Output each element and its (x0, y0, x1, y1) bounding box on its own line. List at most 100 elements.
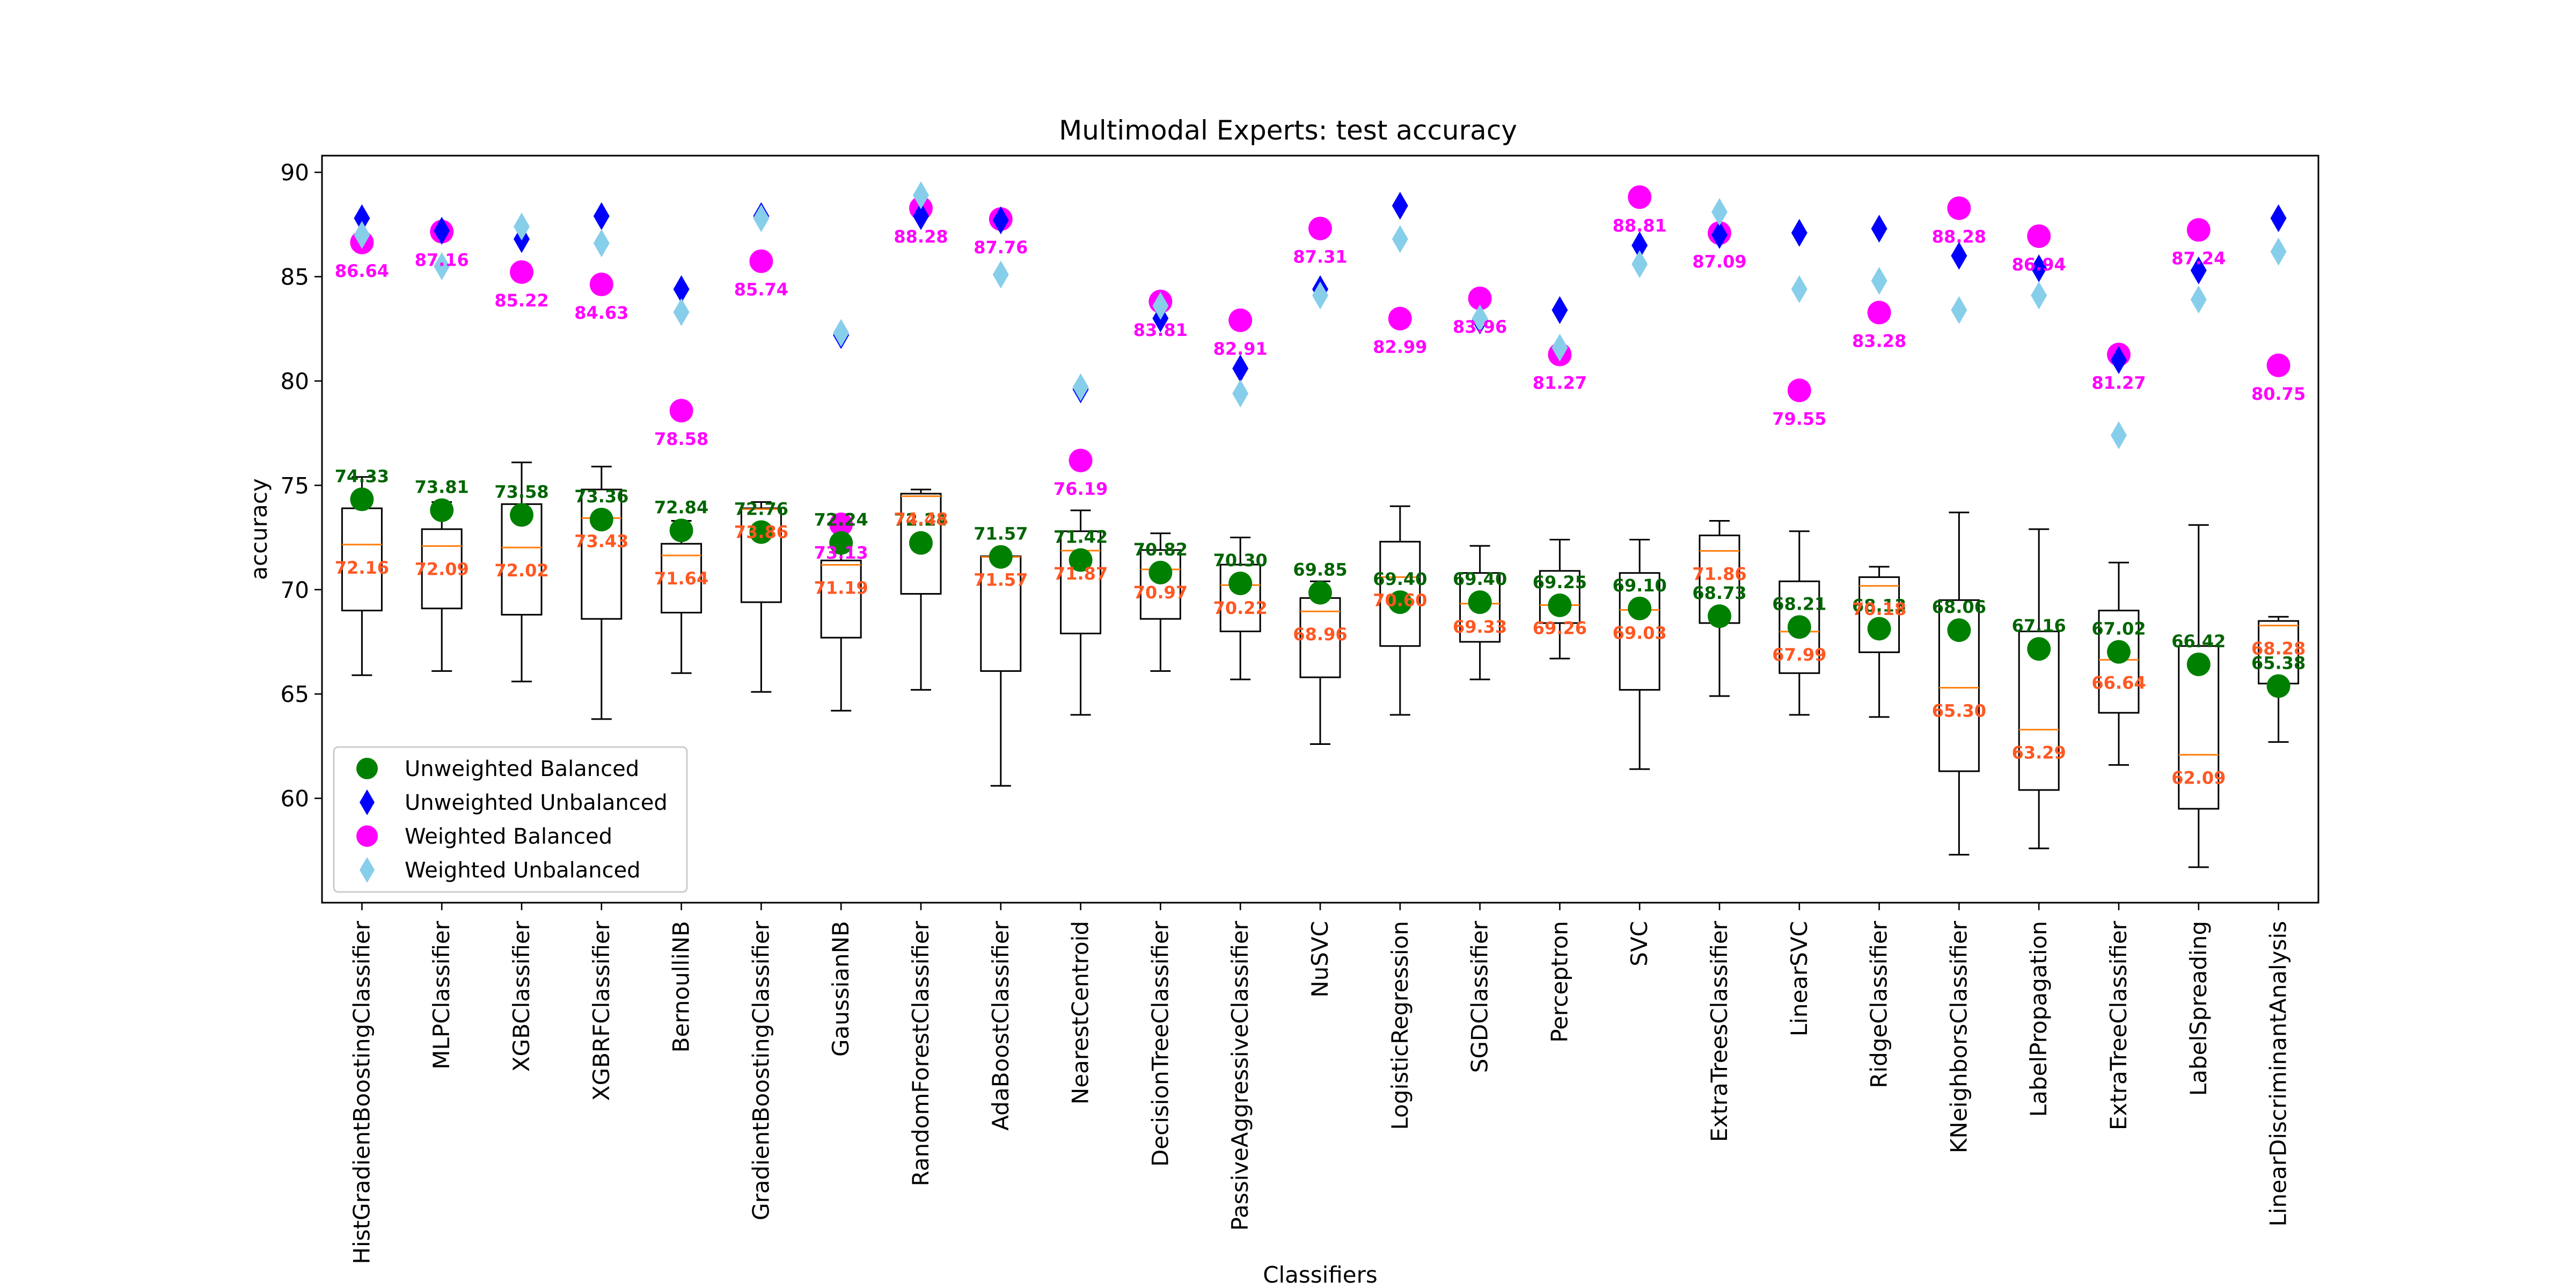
unweighted-balanced-point (1628, 596, 1652, 620)
median-label: 67.99 (1772, 645, 1826, 665)
unweighted-balanced-point (1069, 548, 1093, 572)
unweighted-unbalanced-point (1232, 354, 1249, 383)
unweighted-balanced-label: 71.57 (974, 524, 1028, 544)
weighted-unbalanced-point (1472, 304, 1488, 333)
x-tick-label: XGBClassifier (508, 920, 535, 1072)
weighted-unbalanced-point (1152, 291, 1169, 320)
unweighted-balanced-label: 67.16 (2012, 616, 2066, 636)
weighted-balanced-label: 83.96 (1453, 317, 1507, 337)
weighted-balanced-point (589, 272, 613, 296)
unweighted-balanced-point (350, 487, 374, 511)
unweighted-balanced-label: 72.84 (654, 497, 708, 517)
weighted-balanced-point (749, 249, 773, 273)
box-plot (1938, 511, 1980, 856)
unweighted-balanced-label: 70.82 (1133, 539, 1188, 560)
weighted-balanced-label: 76.19 (1053, 479, 1108, 499)
unweighted-balanced-label: 72.76 (734, 499, 788, 519)
weighted-unbalanced-point (833, 319, 850, 347)
unweighted-balanced-label: 72.24 (894, 510, 948, 530)
unweighted-balanced-label: 66.42 (2171, 631, 2226, 652)
weighted-balanced-label: 85.22 (494, 290, 548, 311)
unweighted-unbalanced-point (2031, 254, 2047, 282)
unweighted-unbalanced-point (1871, 215, 1887, 243)
legend-unweighted-balanced-label: Unweighted Balanced (405, 757, 639, 781)
unweighted-unbalanced-point (1791, 218, 1807, 247)
unweighted-unbalanced-point (2190, 256, 2207, 284)
weighted-balanced-point (1388, 306, 1412, 331)
weighted-unbalanced-point (1392, 225, 1408, 253)
weighted-balanced-label: 79.55 (1772, 408, 1826, 429)
weighted-balanced-label: 88.28 (1932, 226, 1986, 247)
weighted-unbalanced-point (1951, 296, 1967, 324)
box-iqr (900, 493, 942, 595)
chart-title: Multimodal Experts: test accuracy (1059, 115, 1517, 146)
x-axis-label: Classifiers (1263, 1262, 1378, 1288)
x-tick-label: HistGradientBoostingClassifier (348, 920, 375, 1264)
median-label: 71.86 (1692, 564, 1746, 584)
unweighted-balanced-label: 68.06 (1932, 597, 1986, 617)
weighted-balanced-label: 87.76 (974, 237, 1028, 258)
weighted-balanced-label: 80.75 (2251, 384, 2306, 404)
unweighted-balanced-label: 69.40 (1453, 569, 1507, 589)
weighted-unbalanced-point (1072, 373, 1089, 401)
box-plot (900, 488, 942, 691)
box-plot (581, 465, 623, 720)
y-tick-label: 85 (281, 264, 309, 290)
median-label: 68.28 (2251, 639, 2306, 659)
box-plot (2178, 524, 2220, 868)
weighted-unbalanced-point (1631, 250, 1648, 279)
weighted-balanced-point (2266, 353, 2290, 377)
weighted-balanced-point (1069, 449, 1093, 473)
plot-area: 74.33 86.64 72.16 73.81 87.16 72.09 73.58 85.22… (335, 181, 2306, 868)
unweighted-balanced-label: 69.85 (1293, 560, 1347, 580)
weighted-unbalanced-point (354, 221, 370, 249)
weighted-unbalanced-point (992, 260, 1009, 289)
x-tick-label: GradientBoostingClassifier (748, 920, 774, 1220)
x-tick-label: BernoulliNB (668, 921, 694, 1052)
weighted-unbalanced-point (2111, 421, 2127, 450)
legend-weighted-balanced-marker (356, 825, 378, 847)
unweighted-unbalanced-point (434, 216, 450, 245)
unweighted-balanced-point (2027, 637, 2051, 661)
weighted-balanced-label: 81.27 (1533, 373, 1587, 393)
weighted-balanced-label: 87.31 (1293, 247, 1347, 267)
unweighted-balanced-point (1468, 590, 1492, 614)
weighted-balanced-label: 86.94 (2012, 254, 2066, 275)
weighted-balanced-label: 83.28 (1852, 331, 1906, 351)
unweighted-balanced-point (1708, 604, 1731, 628)
x-tick-label: PassiveAggressiveClassifier (1227, 920, 1253, 1231)
x-tick-label: LinearSVC (1786, 921, 1812, 1036)
median-label: 69.03 (1613, 623, 1667, 643)
weighted-balanced-point (1308, 216, 1332, 240)
box-iqr (1379, 540, 1421, 647)
median-label: 68.96 (1293, 624, 1347, 645)
unweighted-unbalanced-point (2270, 204, 2287, 232)
x-tick-label: LabelSpreading (2185, 921, 2212, 1096)
box-iqr (1219, 564, 1261, 633)
median-label: 72.09 (415, 559, 469, 579)
unweighted-balanced-label: 69.25 (1533, 572, 1587, 592)
unweighted-balanced-point (2186, 652, 2211, 676)
y-tick-label: 65 (281, 681, 309, 707)
unweighted-balanced-point (1787, 615, 1811, 639)
unweighted-balanced-point (1867, 617, 1891, 641)
unweighted-unbalanced-point (1552, 296, 1568, 324)
unweighted-balanced-point (1228, 572, 1253, 596)
weighted-balanced-point (1228, 308, 1253, 332)
y-tick-label: 60 (281, 786, 309, 812)
legend-weighted-balanced-label: Weighted Balanced (405, 824, 612, 849)
unweighted-balanced-point (829, 531, 853, 555)
x-tick-label: DecisionTreeClassifier (1147, 920, 1173, 1167)
box-plot (1219, 537, 1261, 680)
unweighted-unbalanced-point (1951, 241, 1967, 270)
median-label: 70.60 (1373, 590, 1427, 610)
median-label: 73.86 (734, 522, 788, 543)
unweighted-unbalanced-point (2111, 346, 2127, 375)
weighted-balanced-point (1867, 301, 1891, 325)
unweighted-balanced-point (2266, 674, 2290, 698)
weighted-balanced-label: 78.58 (654, 429, 708, 449)
unweighted-balanced-label: 68.21 (1772, 594, 1826, 614)
weighted-balanced-label: 81.27 (2091, 373, 2146, 393)
weighted-balanced-point (1787, 378, 1811, 402)
